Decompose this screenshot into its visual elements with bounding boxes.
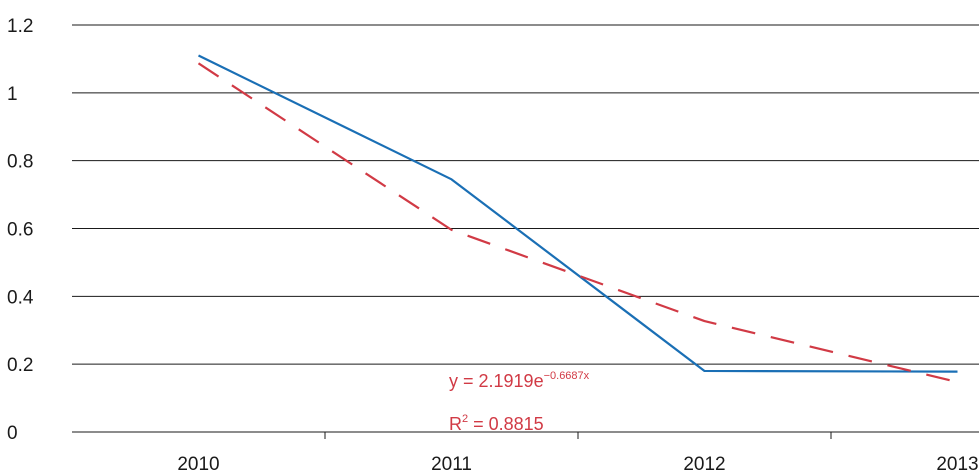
series-line bbox=[198, 54, 958, 373]
y-axis-tick-labels: 0 0.2 0.4 0.6 0.8 1 1.2 bbox=[7, 16, 34, 444]
y-tick-label: 0.8 bbox=[7, 152, 33, 173]
x-tick-label: 2011 bbox=[431, 454, 472, 474]
x-axis: 2010 2011 2012 2013 bbox=[177, 432, 979, 474]
trendline-equation: y = 2.1919e−0.6687x bbox=[449, 370, 590, 391]
y-tick-label: 0.2 bbox=[7, 355, 33, 376]
r-squared-label: R2 = 0.8815 bbox=[449, 413, 544, 434]
x-tick-label: 2013 bbox=[936, 454, 978, 474]
y-tick-label: 0 bbox=[7, 423, 18, 444]
gridlines bbox=[72, 24, 979, 433]
x-tick-label: 2010 bbox=[177, 454, 219, 474]
y-tick-label: 1.2 bbox=[7, 16, 33, 37]
trendline bbox=[197, 62, 958, 384]
y-tick-label: 1 bbox=[7, 84, 18, 105]
y-tick-label: 0.6 bbox=[7, 220, 33, 241]
y-tick-label: 0.4 bbox=[7, 287, 34, 308]
series-layer bbox=[197, 54, 958, 384]
x-tick-label: 2012 bbox=[683, 454, 725, 474]
